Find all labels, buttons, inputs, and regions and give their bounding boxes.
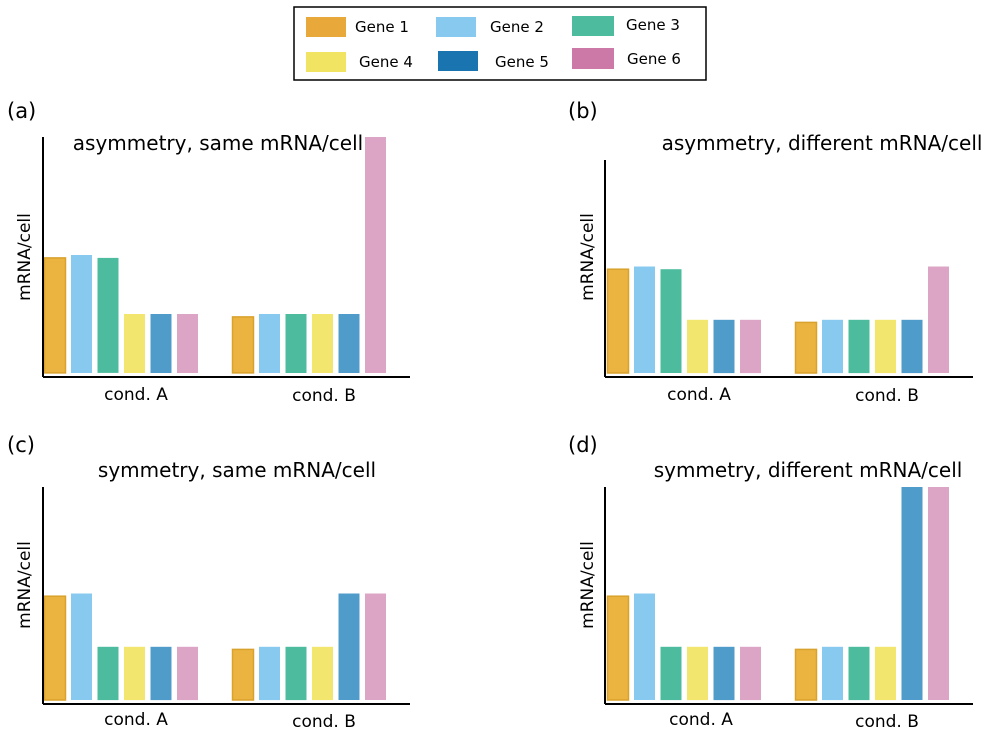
bar-gene-2-cond-a [634, 593, 655, 700]
bar-gene-4-cond-b [312, 646, 333, 701]
bar-gene-5-cond-a [713, 319, 735, 374]
bar-gene-4-cond-a [124, 314, 145, 373]
legend-frame [293, 6, 707, 81]
y-axis-label: mRNA/cell [578, 213, 598, 301]
bar-gene-3-cond-a [97, 257, 119, 373]
panel-a: (a) asymmetry, same mRNA/cell mRNA/cell … [7, 99, 410, 406]
bars [43, 593, 386, 701]
x-tick-label-cond-a: cond. A [104, 710, 168, 730]
bar-gene-5-cond-b [338, 314, 360, 373]
bars [606, 266, 949, 374]
x-tick-label-cond-b: cond. B [855, 386, 919, 406]
bar-gene-6-cond-a [177, 646, 198, 701]
panel-label: (a) [7, 99, 36, 123]
bar-gene-6-cond-a [740, 319, 761, 374]
bar-gene-1-cond-b [231, 648, 255, 701]
bar-gene-2-cond-b [259, 646, 280, 701]
bar-gene-3-cond-a [660, 646, 682, 701]
bar-gene-2-cond-a [634, 266, 655, 373]
legend-label-gene-3: Gene 3 [626, 16, 680, 34]
legend-swatch-gene-1 [306, 17, 346, 37]
panel-label: (b) [568, 99, 598, 123]
bar-gene-3-cond-a [97, 646, 119, 701]
bar-gene-5-cond-a [150, 646, 172, 701]
bar-gene-2-cond-a [71, 255, 92, 373]
bar-gene-6-cond-b [928, 266, 949, 373]
bar-gene-6-cond-b [928, 487, 949, 700]
bar-gene-6-cond-b [365, 593, 386, 700]
x-tick-label-cond-b: cond. B [292, 386, 356, 406]
bar-gene-3-cond-b [285, 646, 307, 701]
panel-d: (d) symmetry, different mRNA/cell mRNA/c… [568, 433, 973, 730]
bar-gene-4-cond-a [124, 646, 145, 701]
panel-b: (b) asymmetry, different mRNA/cell mRNA/… [568, 99, 982, 406]
bar-gene-5-cond-b [338, 593, 360, 700]
legend-swatch-gene-2 [436, 17, 476, 37]
panel-label: (c) [7, 433, 35, 457]
y-axis-label: mRNA/cell [15, 213, 35, 301]
x-tick-label-cond-a: cond. A [667, 385, 731, 405]
legend-swatch-gene-4 [306, 52, 346, 72]
panel-title: symmetry, same mRNA/cell [98, 458, 376, 482]
y-axis-label: mRNA/cell [578, 541, 598, 629]
bar-gene-6-cond-a [177, 314, 198, 373]
bar-gene-2-cond-b [259, 314, 280, 373]
bar-gene-5-cond-a [150, 314, 172, 373]
bar-gene-3-cond-b [285, 314, 307, 373]
bars [43, 137, 386, 374]
bar-gene-3-cond-b [848, 319, 870, 374]
legend-label-gene-2: Gene 2 [490, 18, 544, 36]
panel-c: (c) symmetry, same mRNA/cell mRNA/cell c… [7, 433, 410, 730]
bar-gene-4-cond-b [312, 314, 333, 373]
legend: Gene 1 Gene 2 Gene 3 Gene 4 Gene 5 Gene … [293, 6, 707, 81]
legend-swatch-gene-5 [438, 51, 478, 71]
bar-gene-4-cond-b [875, 646, 896, 701]
bar-gene-2-cond-b [822, 319, 843, 374]
bar-gene-1-cond-a [606, 595, 630, 701]
bar-gene-4-cond-a [687, 319, 708, 374]
y-axis-label: mRNA/cell [15, 541, 35, 629]
bar-gene-4-cond-b [875, 319, 896, 374]
bar-gene-3-cond-b [848, 646, 870, 701]
legend-label-gene-1: Gene 1 [355, 18, 409, 36]
bar-gene-1-cond-b [794, 648, 818, 701]
x-tick-label-cond-a: cond. A [104, 385, 168, 405]
legend-swatch-gene-3 [572, 16, 614, 36]
bar-gene-1-cond-a [43, 595, 67, 701]
panel-title: asymmetry, different mRNA/cell [662, 131, 983, 155]
bar-gene-1-cond-b [794, 321, 818, 374]
bar-gene-6-cond-b [365, 137, 386, 373]
legend-label-gene-4: Gene 4 [359, 53, 413, 71]
bar-gene-5-cond-b [901, 487, 923, 700]
bar-gene-3-cond-a [660, 269, 682, 373]
bar-gene-1-cond-a [606, 268, 630, 374]
legend-label-gene-6: Gene 6 [627, 50, 681, 68]
bar-gene-1-cond-a [43, 257, 67, 374]
x-tick-label-cond-b: cond. B [292, 712, 356, 730]
x-tick-label-cond-a: cond. A [669, 710, 733, 730]
bar-gene-1-cond-b [231, 316, 255, 374]
bar-gene-4-cond-a [687, 646, 708, 701]
panel-title: symmetry, different mRNA/cell [654, 458, 963, 482]
legend-label-gene-5: Gene 5 [495, 53, 549, 71]
bar-gene-5-cond-a [713, 646, 735, 701]
bars [606, 487, 949, 701]
legend-swatch-gene-6 [572, 48, 614, 69]
panel-label: (d) [568, 433, 598, 457]
bar-gene-5-cond-b [901, 319, 923, 374]
bar-gene-6-cond-a [740, 646, 761, 701]
bar-gene-2-cond-a [71, 593, 92, 700]
panel-title: asymmetry, same mRNA/cell [73, 131, 363, 155]
bar-gene-2-cond-b [822, 646, 843, 701]
x-tick-label-cond-b: cond. B [855, 712, 919, 730]
